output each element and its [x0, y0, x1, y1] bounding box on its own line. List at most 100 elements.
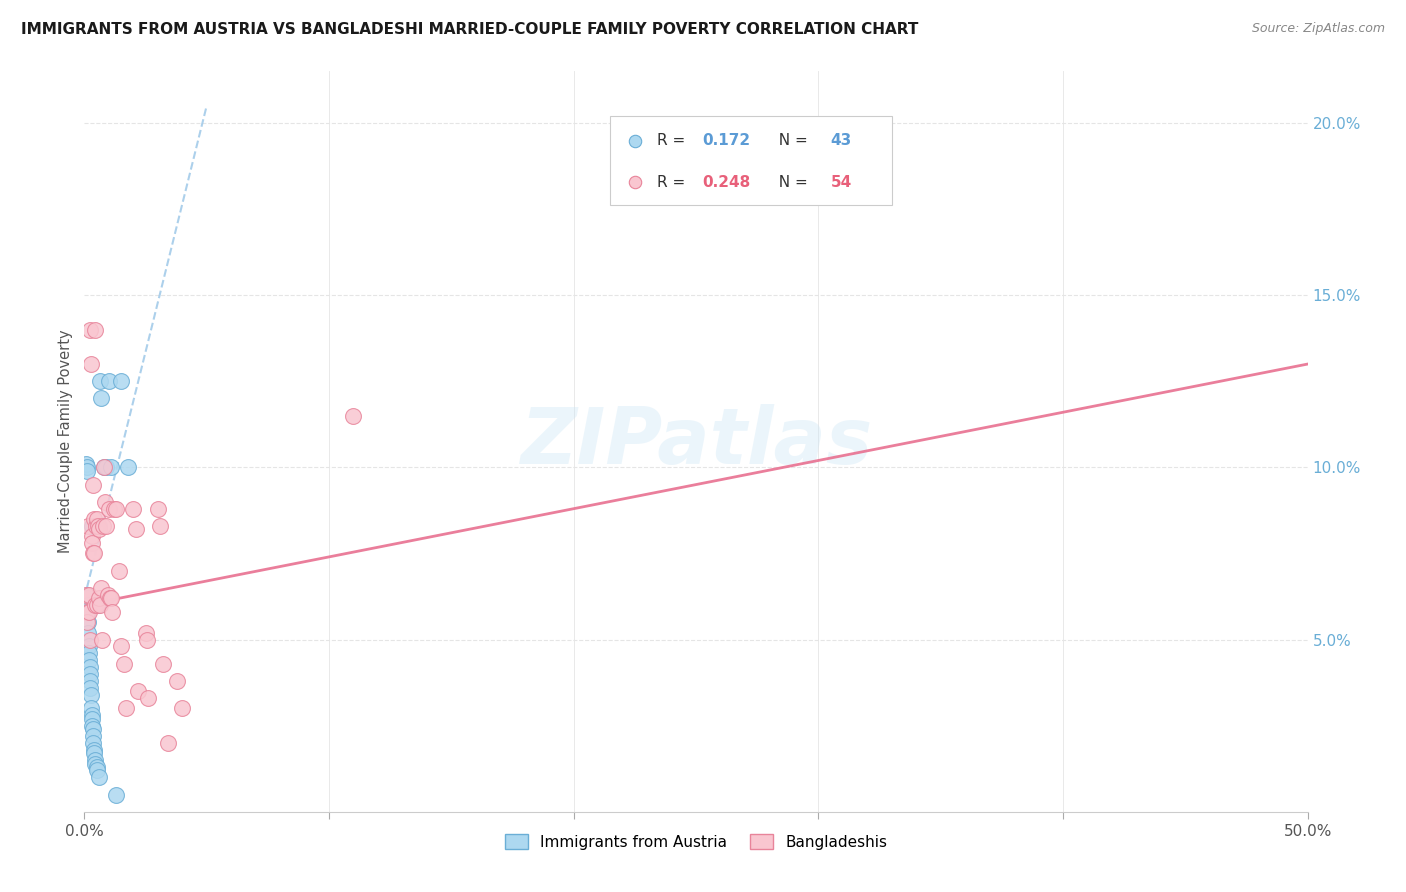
- Point: [112, 657, 135, 671]
- Point: [93, 460, 115, 475]
- Text: IMMIGRANTS FROM AUSTRIA VS BANGLADESHI MARRIED-COUPLE FAMILY POVERTY CORRELATION: IMMIGRANTS FROM AUSTRIA VS BANGLADESHI M…: [21, 22, 918, 37]
- Text: Source: ZipAtlas.com: Source: ZipAtlas.com: [1251, 22, 1385, 36]
- Point: [76, 460, 98, 475]
- Point: [83, 512, 105, 526]
- Point: [75, 457, 97, 471]
- Point: [80, 701, 103, 715]
- Point: [75, 588, 97, 602]
- Point: [166, 673, 188, 688]
- Point: [82, 712, 104, 726]
- Point: [84, 519, 107, 533]
- Point: [96, 519, 118, 533]
- Point: [79, 673, 101, 688]
- Point: [76, 605, 98, 619]
- Point: [122, 501, 145, 516]
- Point: [79, 660, 101, 674]
- Point: [82, 729, 104, 743]
- Point: [76, 615, 98, 630]
- Point: [76, 605, 98, 619]
- Point: [97, 501, 120, 516]
- Point: [110, 374, 132, 388]
- Point: [101, 605, 124, 619]
- Point: [77, 519, 100, 533]
- Point: [84, 756, 107, 771]
- Point: [86, 512, 108, 526]
- Point: [77, 625, 100, 640]
- Point: [172, 701, 194, 715]
- Point: [90, 581, 112, 595]
- Point: [105, 788, 128, 802]
- Point: [125, 522, 148, 536]
- Point: [87, 519, 110, 533]
- Point: [83, 743, 105, 757]
- Point: [77, 615, 100, 630]
- Point: [110, 640, 132, 654]
- Point: [91, 519, 114, 533]
- Point: [86, 760, 108, 774]
- Point: [79, 653, 101, 667]
- Point: [80, 708, 103, 723]
- Point: [87, 522, 110, 536]
- Point: [342, 409, 364, 423]
- Text: N =: N =: [769, 175, 813, 190]
- Point: [80, 519, 103, 533]
- Point: [79, 667, 101, 681]
- Point: [127, 684, 149, 698]
- Point: [89, 374, 111, 388]
- Y-axis label: Married-Couple Family Poverty: Married-Couple Family Poverty: [58, 330, 73, 553]
- Text: 43: 43: [831, 133, 852, 148]
- Point: [87, 591, 110, 606]
- Point: [82, 736, 104, 750]
- Text: R =: R =: [657, 133, 690, 148]
- Point: [91, 632, 114, 647]
- Point: [86, 598, 108, 612]
- Point: [83, 546, 105, 560]
- Point: [115, 701, 138, 715]
- Point: [83, 746, 105, 760]
- Point: [98, 591, 121, 606]
- Point: [156, 736, 179, 750]
- Point: [82, 718, 104, 732]
- Point: [117, 460, 139, 475]
- Point: [76, 588, 98, 602]
- Point: [77, 588, 100, 602]
- Point: [77, 640, 100, 654]
- Point: [135, 625, 157, 640]
- Point: [100, 460, 122, 475]
- Point: [90, 392, 112, 406]
- Point: [82, 722, 104, 736]
- Point: [82, 536, 104, 550]
- Point: [84, 323, 107, 337]
- Point: [152, 657, 174, 671]
- Point: [149, 519, 172, 533]
- FancyBboxPatch shape: [610, 116, 891, 204]
- Point: [146, 501, 169, 516]
- Point: [135, 632, 157, 647]
- Text: 54: 54: [831, 175, 852, 190]
- Point: [107, 564, 129, 578]
- Text: R =: R =: [657, 175, 690, 190]
- Point: [96, 460, 118, 475]
- Point: [76, 464, 98, 478]
- Text: N =: N =: [769, 133, 813, 148]
- Text: ZIPatlas: ZIPatlas: [520, 403, 872, 480]
- Point: [79, 323, 101, 337]
- Point: [76, 598, 98, 612]
- Point: [77, 646, 100, 660]
- Point: [87, 598, 110, 612]
- Point: [83, 598, 105, 612]
- Point: [79, 681, 101, 695]
- Point: [80, 357, 103, 371]
- Legend: Immigrants from Austria, Bangladeshis: Immigrants from Austria, Bangladeshis: [499, 828, 893, 856]
- Point: [94, 495, 117, 509]
- Point: [82, 546, 104, 560]
- Point: [103, 501, 125, 516]
- Point: [87, 770, 110, 784]
- Point: [89, 598, 111, 612]
- Point: [86, 764, 108, 778]
- Point: [97, 374, 120, 388]
- Point: [80, 529, 103, 543]
- Point: [80, 688, 103, 702]
- Point: [83, 753, 105, 767]
- Point: [82, 477, 104, 491]
